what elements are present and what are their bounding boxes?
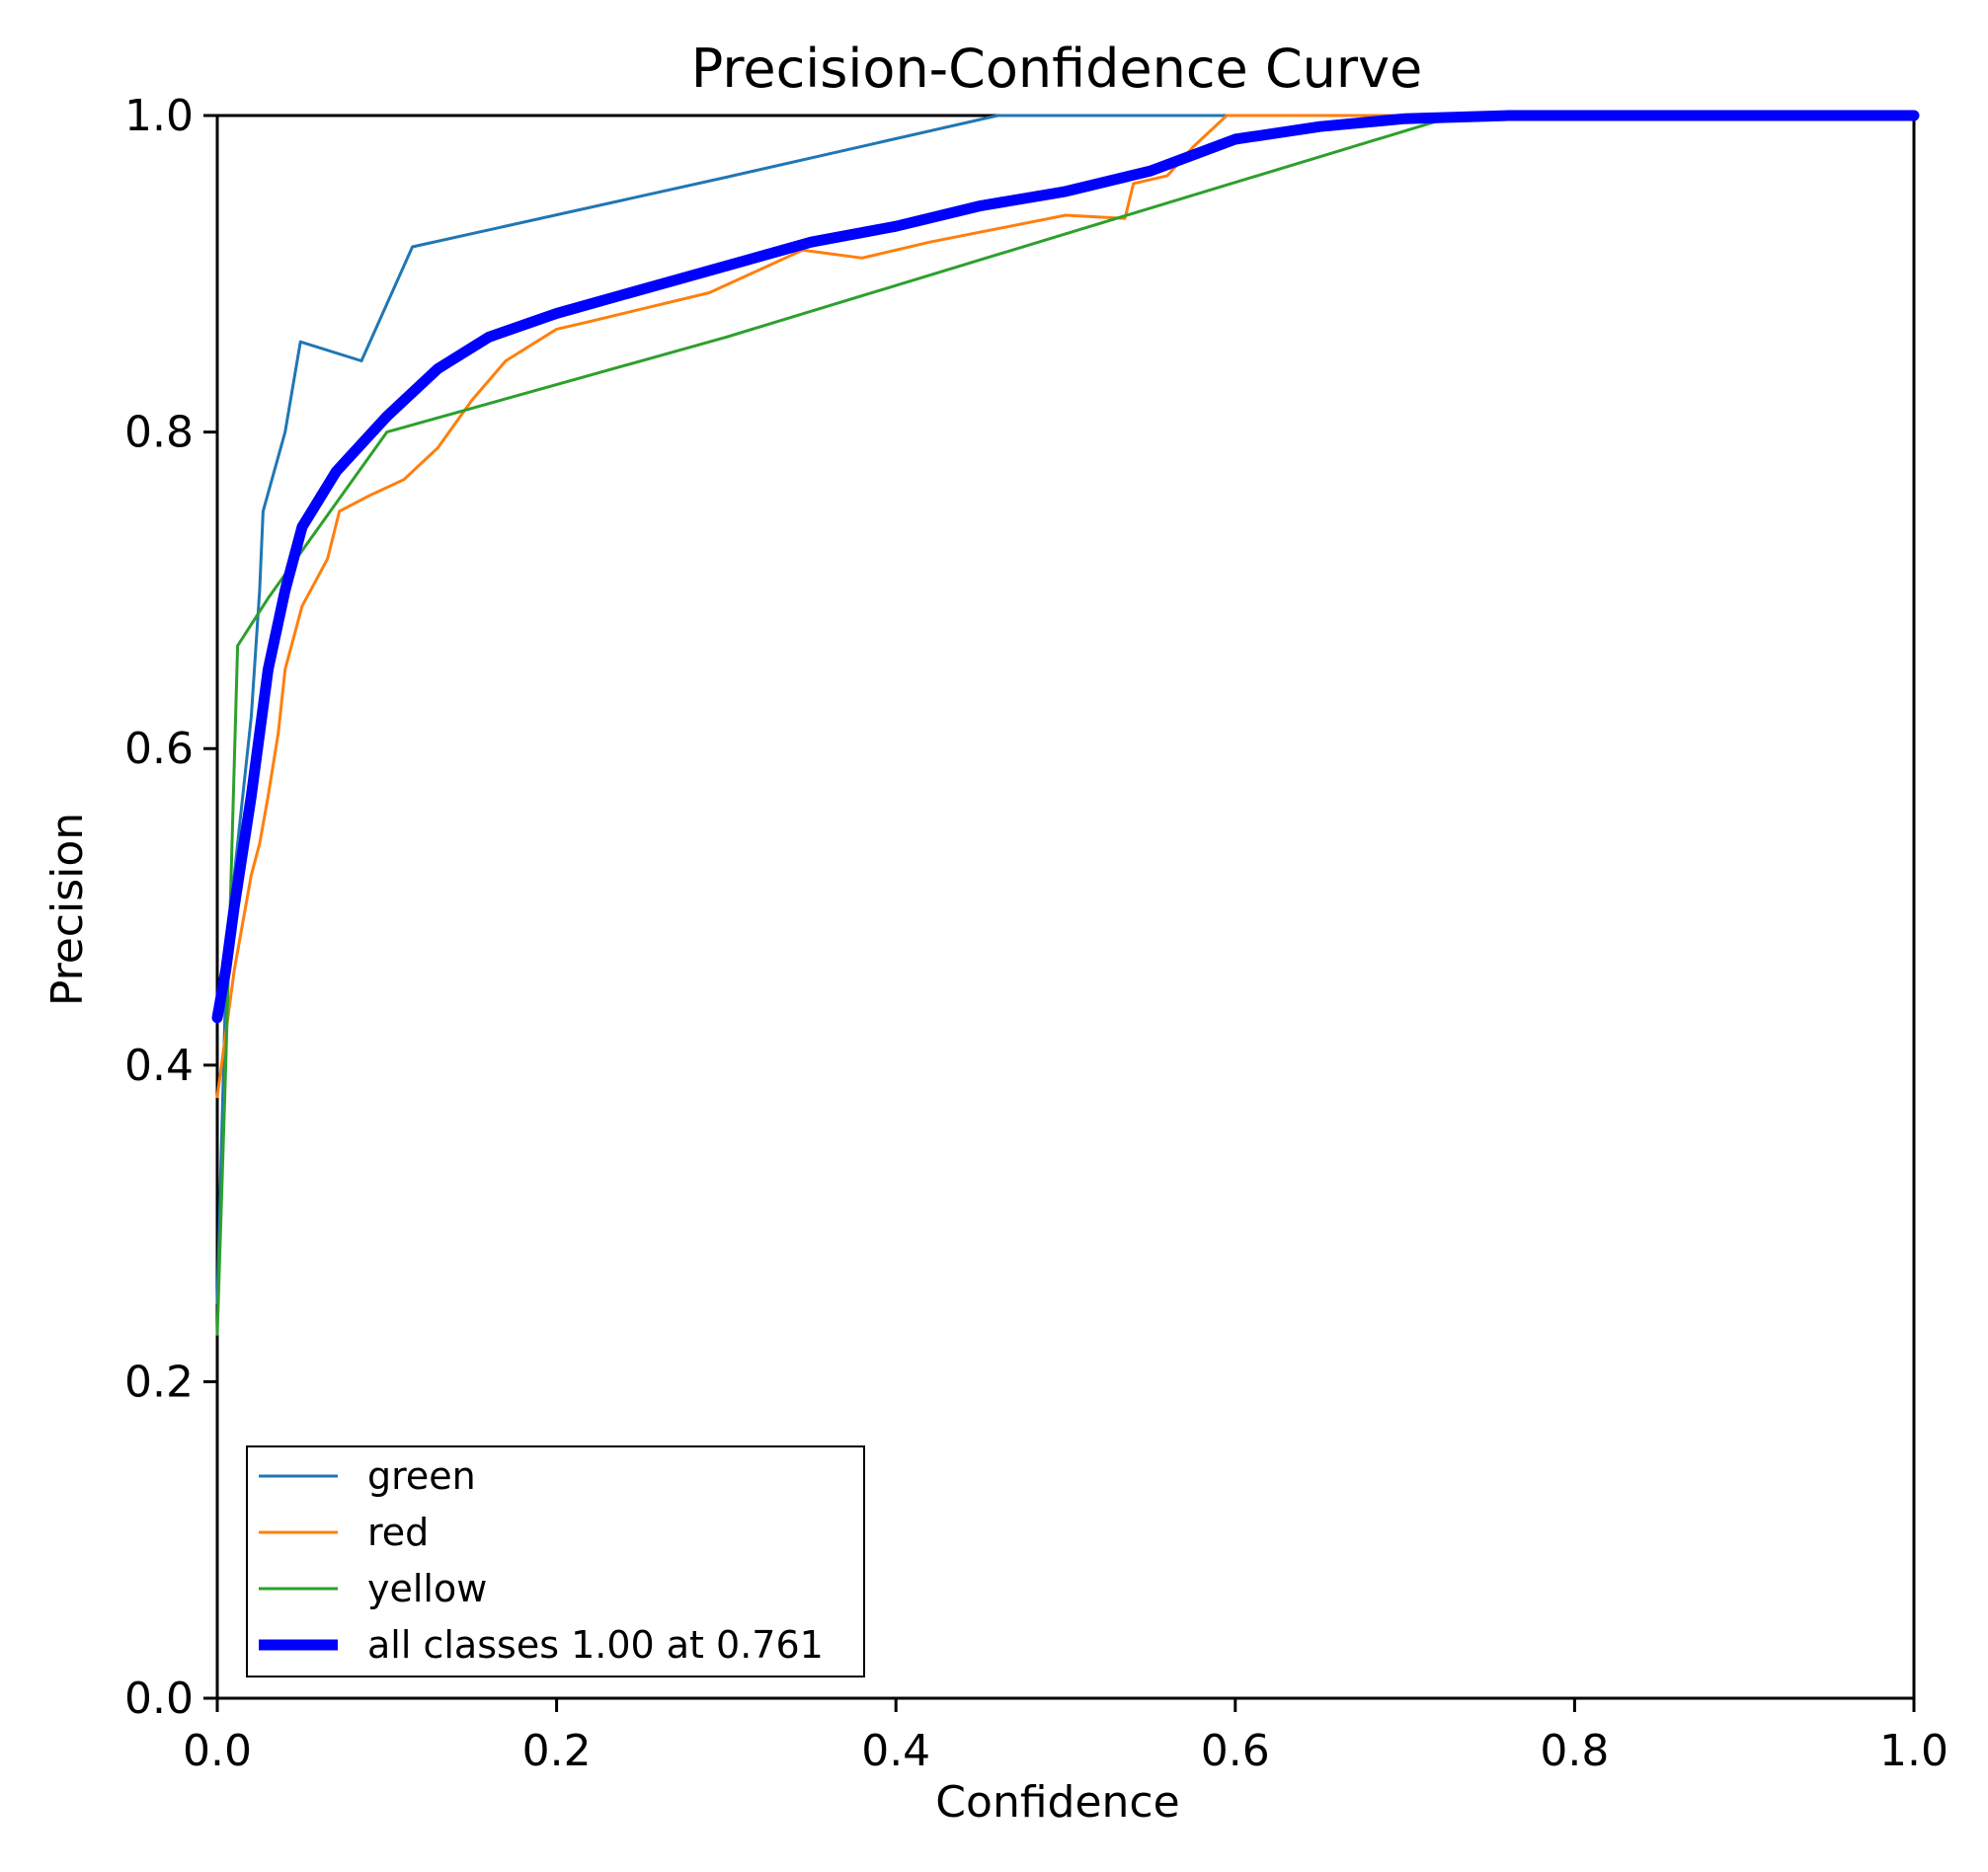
x-tick-label: 0.4 [861,1726,930,1776]
x-tick-label: 1.0 [1879,1726,1948,1776]
legend-label: yellow [367,1567,487,1610]
x-axis-label: Confidence [935,1777,1179,1828]
y-tick-label: 0.0 [124,1674,194,1724]
legend-label: red [367,1511,429,1554]
ticks-layer: 0.0 0.2 0.4 0.6 0.8 1.0 0.0 0.2 0.4 0.6 0.8 1.0 [124,91,1948,1776]
chart-title: Precision-Confidence Curve [691,38,1423,100]
legend-label: green [367,1454,476,1498]
legend-box [246,1445,865,1677]
x-tick-label: 0.0 [183,1726,252,1776]
series-line-yellow [215,114,1916,1336]
x-tick-label: 0.6 [1201,1726,1270,1776]
y-tick-label: 0.4 [124,1041,194,1091]
x-tick-label: 0.8 [1540,1726,1609,1776]
series-line-green [215,114,1916,1304]
legend-label: all classes 1.00 at 0.761 [367,1623,824,1667]
y-axis-label: Precision [42,813,93,1006]
y-tick-label: 1.0 [124,91,194,141]
x-tick-label: 0.2 [522,1726,592,1776]
series-line-red [215,114,1916,1099]
series-layer [211,110,1920,1336]
y-tick-label: 0.2 [124,1357,194,1407]
y-tick-label: 0.8 [124,408,194,458]
series-line-all [211,110,1920,1024]
y-tick-label: 0.6 [124,724,194,774]
legend: green red yellow all classes 1.00 at 0.761 [246,1445,865,1677]
